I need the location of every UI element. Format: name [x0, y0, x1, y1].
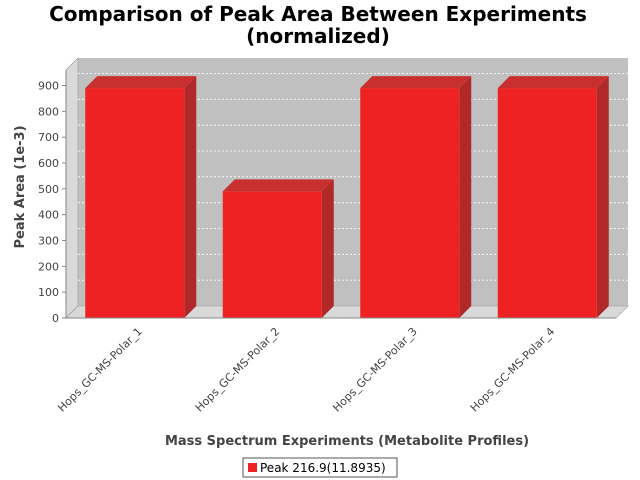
bar-front: [222, 191, 322, 318]
bar-front: [85, 88, 185, 318]
plot-left-wall: [65, 57, 79, 319]
bar-top: [360, 76, 472, 89]
legend-label: Peak 216.9(11.8935): [260, 461, 386, 475]
y-tick-label: 300: [38, 235, 59, 248]
plot-area: [65, 57, 629, 319]
bar-4: [497, 76, 609, 318]
legend-swatch: [248, 463, 257, 472]
bar-2: [222, 179, 334, 318]
chart-subtitle: (normalized): [246, 24, 390, 48]
bar-3: [360, 76, 472, 318]
y-axis: 0 100 200 300 400 500 600 700 800 900: [38, 70, 67, 325]
bar-front: [360, 88, 460, 318]
bar-side: [459, 76, 472, 318]
bar-side: [596, 76, 609, 318]
plot-background: [66, 58, 628, 306]
bar-side: [184, 76, 197, 318]
y-tick-label: 200: [38, 260, 59, 273]
y-tick-label: 0: [52, 312, 59, 325]
x-tick-label: Hops_GC-MS-Polar_2: [193, 325, 283, 415]
x-tick-label: Hops_GC-MS-Polar_4: [468, 325, 558, 415]
x-axis: Hops_GC-MS-Polar_1 Hops_GC-MS-Polar_2 Hops…: [55, 317, 616, 415]
bar-front: [497, 88, 597, 318]
x-axis-label: Mass Spectrum Experiments (Metabolite Pr…: [165, 434, 529, 449]
x-tick-label: Hops_GC-MS-Polar_3: [330, 325, 420, 415]
y-tick-label: 900: [38, 80, 59, 93]
bar-top: [222, 179, 334, 192]
bar-side: [321, 179, 334, 318]
y-tick-label: 800: [38, 105, 59, 118]
bar-top: [497, 76, 609, 89]
y-tick-label: 100: [38, 286, 59, 299]
y-tick-label: 700: [38, 131, 59, 144]
chart-title: Comparison of Peak Area Between Experime…: [49, 2, 587, 26]
y-axis-label: Peak Area (1e-3): [13, 125, 28, 248]
legend: Peak 216.9(11.8935): [242, 457, 398, 478]
x-tick-label: Hops_GC-MS-Polar_1: [55, 325, 145, 415]
bar-top: [85, 76, 197, 89]
bar-1: [85, 76, 197, 318]
y-tick-label: 500: [38, 183, 59, 196]
y-tick-label: 400: [38, 209, 59, 222]
y-tick-label: 600: [38, 157, 59, 170]
legend-box: [242, 457, 398, 478]
bars: [85, 76, 609, 318]
